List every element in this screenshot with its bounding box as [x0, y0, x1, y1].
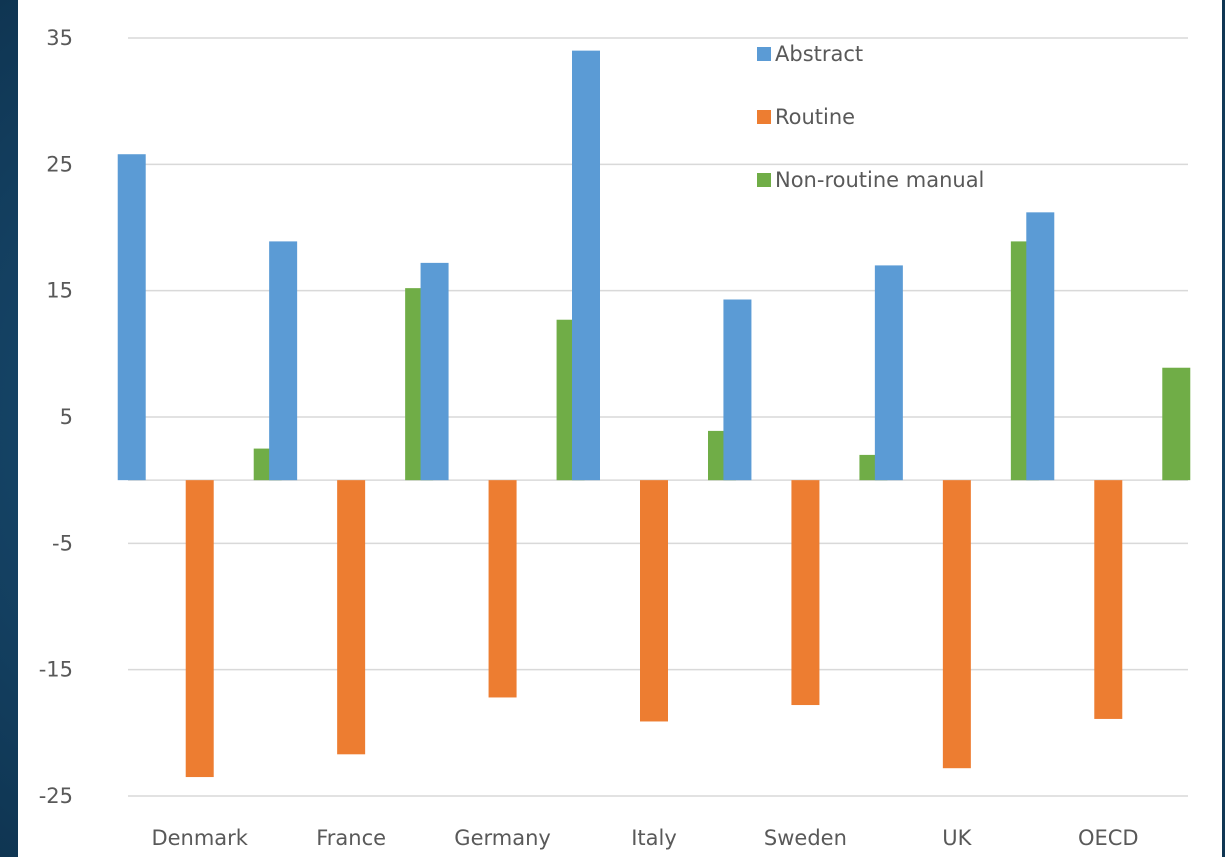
legend-swatch-routine [757, 110, 771, 124]
y-tick-label: -25 [39, 784, 73, 808]
y-tick-label: -15 [39, 658, 73, 682]
x-tick-label: OECD [1078, 826, 1139, 850]
legend-label: Routine [775, 105, 855, 129]
bar-abstract-denmark [117, 154, 146, 481]
bar-abstract-oecd [1026, 212, 1055, 481]
bar-abstract-germany [420, 262, 449, 481]
legend-label: Non-routine manual [775, 168, 984, 192]
bar-non-routine-manual-oecd [1162, 367, 1191, 481]
x-tick-label: Denmark [151, 826, 248, 850]
bar-abstract-france [269, 241, 298, 481]
legend: Abstract Routine Non-routine manual [757, 42, 984, 192]
bars [117, 50, 1191, 778]
legend-swatch-abstract [757, 47, 771, 61]
bar-routine-germany [488, 480, 517, 698]
y-tick-label: 25 [46, 152, 73, 176]
bar-abstract-sweden [723, 299, 752, 481]
x-axis-labels: Denmark France Germany Italy Sweden UK OECD [151, 826, 1138, 850]
chart-panel: 35 25 15 5 -5 -15 -25 Denmark France Germany Ital… [18, 0, 1222, 857]
legend-swatch-non-routine-manual [757, 173, 771, 187]
bar-routine-france [337, 480, 366, 755]
bar-abstract-italy [572, 50, 600, 481]
bar-routine-italy [640, 480, 668, 722]
x-tick-label: France [316, 826, 386, 850]
x-tick-label: Sweden [764, 826, 847, 850]
legend-label: Abstract [775, 42, 863, 66]
y-tick-label: 15 [46, 279, 73, 303]
bar-routine-oecd [1094, 480, 1123, 719]
bar-routine-uk [942, 480, 971, 769]
bar-abstract-uk [874, 265, 903, 481]
y-tick-label: 35 [46, 26, 73, 50]
y-tick-label: 5 [60, 405, 73, 429]
x-tick-label: UK [942, 826, 972, 850]
bar-chart: 35 25 15 5 -5 -15 -25 Denmark France Germany Ital… [39, 26, 1191, 850]
x-tick-label: Italy [631, 826, 677, 850]
bar-routine-denmark [185, 480, 214, 778]
x-tick-label: Germany [454, 826, 551, 850]
y-axis-labels: 35 25 15 5 -5 -15 -25 [39, 26, 73, 808]
y-tick-label: -5 [52, 531, 73, 555]
bar-routine-sweden [791, 480, 820, 706]
